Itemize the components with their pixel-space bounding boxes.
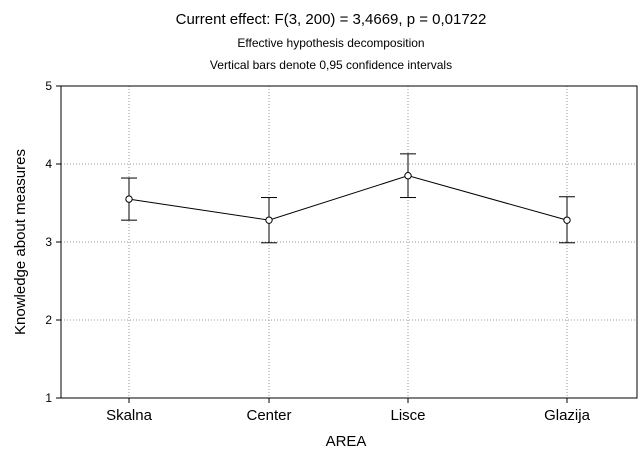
data-point-skalna xyxy=(125,195,133,203)
y-tick-label-2: 3 xyxy=(45,235,52,249)
x-tick-label-lisce: Lisce xyxy=(390,407,425,424)
y-tick-label-1: 2 xyxy=(45,313,52,327)
data-point-glazija xyxy=(563,216,571,224)
x-axis: Skalna Center Lisce Glazija xyxy=(106,398,591,424)
data-point-lisce xyxy=(404,172,412,180)
x-tick-label-glazija: Glazija xyxy=(544,407,591,424)
data-points xyxy=(125,172,571,224)
data-point-center xyxy=(265,216,273,224)
chart-subtitle-2: Vertical bars denote 0,95 confidence int… xyxy=(210,58,452,72)
chart-subtitle-1: Effective hypothesis decomposition xyxy=(237,36,424,50)
y-tick-label-3: 4 xyxy=(45,157,52,171)
error-bars xyxy=(121,153,575,244)
grid xyxy=(61,86,637,398)
x-tick-label-skalna: Skalna xyxy=(106,407,153,424)
y-axis-label: Knowledge about measures xyxy=(12,149,29,335)
x-axis-label: AREA xyxy=(326,433,367,450)
x-tick-label-center: Center xyxy=(246,407,291,424)
y-axis: 1 2 3 4 5 xyxy=(45,79,61,405)
y-tick-label-4: 5 xyxy=(45,79,52,93)
y-tick-label-0: 1 xyxy=(45,391,52,405)
chart-title: Current effect: F(3, 200) = 3,4669, p = … xyxy=(176,11,487,28)
series-line xyxy=(128,175,568,221)
